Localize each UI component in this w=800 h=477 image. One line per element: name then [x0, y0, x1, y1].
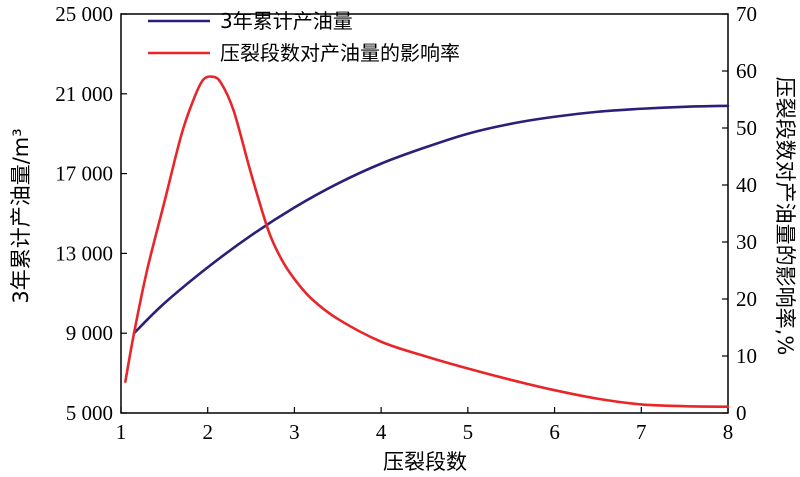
left-tick-label: 17 000: [55, 162, 113, 186]
series-layer: [124, 75, 730, 409]
right-tick-label: 60: [736, 59, 757, 83]
plot-area-border: [120, 13, 729, 414]
x-tick-label: 7: [636, 420, 647, 444]
left-axis-title: 3年累计产油量/m³: [9, 128, 33, 303]
legend: 3年累计产油量 压裂段数对产油量的影响率: [148, 9, 460, 65]
x-axis-title: 压裂段数: [383, 450, 467, 474]
x-tick-label: 8: [723, 420, 734, 444]
x-tick-label: 2: [202, 420, 213, 444]
right-axis-ticks: 0 10 20 30 40 50 60 70: [722, 2, 757, 425]
left-axis-ticks: 5 000 9 000 13 000 17 000 21 000 25 000: [55, 2, 127, 425]
x-tick-label: 4: [376, 420, 387, 444]
x-tick-label: 6: [549, 420, 560, 444]
x-tick-label: 1: [116, 420, 127, 444]
series-line-cumulative-oil: [132, 104, 730, 335]
right-tick-label: 40: [736, 173, 757, 197]
right-tick-label: 50: [736, 116, 757, 140]
left-tick-label: 9 000: [66, 321, 113, 345]
x-tick-label: 5: [463, 420, 474, 444]
x-tick-label: 3: [289, 420, 300, 444]
right-tick-label: 10: [736, 344, 757, 368]
right-tick-label: 70: [736, 2, 757, 26]
x-axis-ticks: 1 2 3 4 5 6 7 8: [116, 407, 734, 444]
legend-label-cumulative: 3年累计产油量: [220, 9, 353, 33]
right-tick-label: 30: [736, 230, 757, 254]
legend-label-impact-rate: 压裂段数对产油量的影响率: [220, 41, 460, 65]
series-line-impact-rate: [124, 75, 730, 409]
left-tick-label: 5 000: [66, 401, 113, 425]
left-tick-label: 25 000: [55, 2, 113, 26]
left-tick-label: 13 000: [55, 241, 113, 265]
right-tick-label: 20: [736, 287, 757, 311]
left-tick-label: 21 000: [55, 82, 113, 106]
right-tick-label: 0: [736, 401, 747, 425]
plot-frame: [120, 13, 729, 414]
right-axis-title: 压裂段数对产油量的影响率,%: [773, 77, 797, 356]
